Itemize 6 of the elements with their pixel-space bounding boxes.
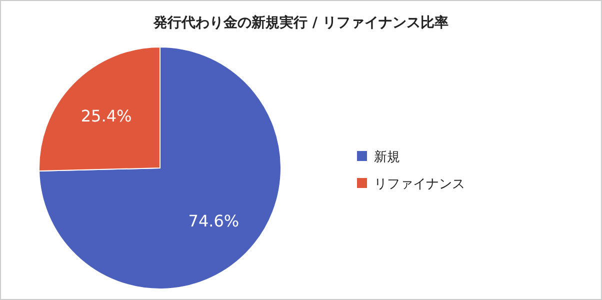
pie-slice (38, 46, 282, 290)
chart-title: 発行代わり金の新規実行 / リファイナンス比率 (152, 14, 448, 31)
legend-label: 新規 (374, 150, 400, 165)
legend-label: リファイナンス (374, 177, 465, 192)
data-label: 25.4% (80, 106, 132, 126)
data-label: 74.6% (188, 211, 240, 230)
